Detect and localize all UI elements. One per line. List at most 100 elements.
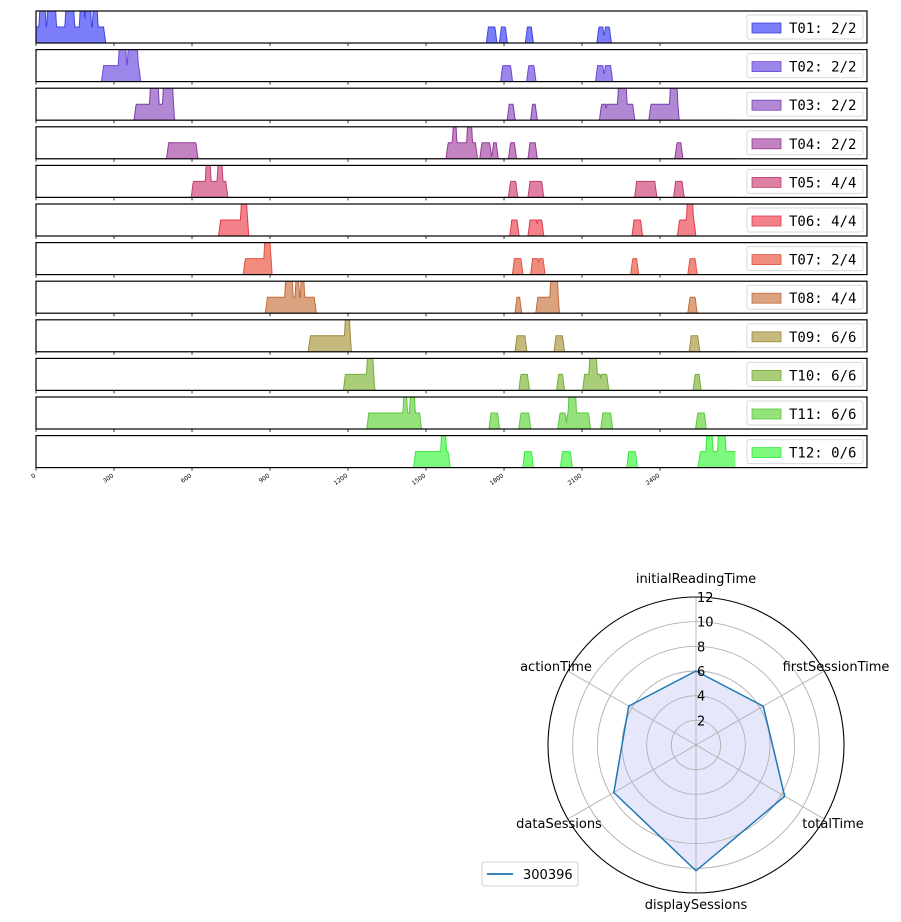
row-t07: T07: 2/4 xyxy=(35,242,868,278)
legend-label: T02: 2/2 xyxy=(789,60,856,76)
row-t01: T01: 2/2 xyxy=(35,10,868,46)
legend-swatch xyxy=(751,254,782,266)
r-tick-label: 6 xyxy=(697,665,705,680)
axes-frame xyxy=(35,10,868,44)
axis-label: displaySessions xyxy=(645,898,748,913)
line-t02 xyxy=(36,49,736,82)
legend-swatch xyxy=(751,215,782,227)
row-t06: T06: 4/4 xyxy=(35,203,868,239)
x-tick-label: 1200 xyxy=(333,472,350,487)
legend-label: T06: 4/4 xyxy=(789,214,856,230)
axis-label: dataSessions xyxy=(516,817,602,832)
legend-label: T03: 2/2 xyxy=(789,98,856,114)
grid-spoke xyxy=(695,670,825,746)
area-t02 xyxy=(101,49,613,82)
area-t04 xyxy=(36,126,736,159)
r-tick-label: 12 xyxy=(697,591,714,606)
line-t07 xyxy=(36,242,736,275)
legend-swatch xyxy=(751,369,782,381)
r-tick-label: 8 xyxy=(697,640,705,655)
row-t04: T04: 2/2 xyxy=(35,126,868,162)
area-t03 xyxy=(133,88,680,121)
area-t12 xyxy=(36,435,736,468)
row-t10: T10: 6/6 xyxy=(35,357,868,394)
row-t03: T03: 2/2 xyxy=(35,87,868,124)
axes-frame xyxy=(35,319,868,353)
line-t11 xyxy=(36,397,736,429)
radar-legend: 300396 xyxy=(481,861,579,887)
line-t10 xyxy=(36,358,736,391)
legend-swatch xyxy=(751,447,782,459)
legend-label: T12: 0/6 xyxy=(789,446,856,462)
x-tick-label: 2100 xyxy=(567,472,584,487)
area-t01 xyxy=(36,11,736,43)
area-t05 xyxy=(191,165,685,198)
radar-line xyxy=(612,670,786,872)
legend-swatch xyxy=(751,61,782,72)
legend-swatch xyxy=(751,138,782,150)
radar-fill xyxy=(613,671,785,871)
line-t05 xyxy=(36,165,736,198)
legend-box xyxy=(481,861,579,887)
row-t02: T02: 2/2 xyxy=(35,48,868,85)
axes-frame xyxy=(35,164,868,198)
axes-frame xyxy=(35,242,868,276)
legend-label: T11: 6/6 xyxy=(789,407,856,423)
r-tick-label: 2 xyxy=(697,714,705,729)
row-t12: T12: 0/6 xyxy=(35,435,868,471)
legend-label: 300396 xyxy=(523,868,573,883)
line-t09 xyxy=(36,319,736,352)
grid-spoke xyxy=(567,670,697,746)
line-t06 xyxy=(36,204,736,236)
grid-spoke xyxy=(695,744,825,820)
x-tick-label: 300 xyxy=(102,472,116,484)
area-t07 xyxy=(36,242,736,275)
area-t09 xyxy=(308,319,701,352)
legend-swatch xyxy=(751,176,782,188)
r-tick-label: 10 xyxy=(697,616,714,631)
legend-label: T05: 4/4 xyxy=(789,175,856,191)
axes-frame xyxy=(35,48,868,83)
legend-label: T07: 2/4 xyxy=(789,253,856,269)
row-t09: T09: 6/6 xyxy=(35,319,868,355)
axes-frame xyxy=(35,203,868,237)
line-t08 xyxy=(36,281,736,314)
axis-label: actionTime xyxy=(520,660,592,675)
x-tick-label: 2400 xyxy=(645,472,662,487)
axis-label: initialReadingTime xyxy=(636,572,756,587)
x-tick-label: 0 xyxy=(30,472,37,480)
axis-label: firstSessionTime xyxy=(783,660,890,675)
legend-swatch xyxy=(751,22,782,34)
grid-spoke xyxy=(567,744,697,820)
row-t08: T08: 4/4 xyxy=(35,280,868,317)
axes-frame xyxy=(35,87,868,121)
x-tick-label: 1500 xyxy=(411,472,428,487)
legend-swatch xyxy=(751,292,782,304)
legend-swatch xyxy=(751,99,782,111)
legend-label: T09: 6/6 xyxy=(789,330,856,346)
axes-frame xyxy=(35,396,868,430)
row-t11: T11: 6/6 xyxy=(35,396,868,432)
line-t04 xyxy=(36,126,736,159)
radar-frame xyxy=(547,596,845,894)
legend-label: T08: 4/4 xyxy=(789,291,856,307)
area-t11 xyxy=(36,397,736,429)
axes-frame xyxy=(35,357,868,391)
x-tick-label: 1800 xyxy=(489,472,506,487)
timeline-chart: T01: 2/2 T02: 2/2 T03: 2/2 T04: 2/2 T05: 4/4… xyxy=(30,10,868,487)
axes-frame xyxy=(35,280,868,314)
legend-label: T10: 6/6 xyxy=(789,368,856,384)
axes-frame xyxy=(35,435,868,469)
axes-frame xyxy=(35,126,868,160)
legend-label: T04: 2/2 xyxy=(789,137,856,153)
row-t05: T05: 4/4 xyxy=(35,164,868,201)
legend-swatch xyxy=(751,408,782,420)
line-t01 xyxy=(36,11,736,43)
r-tick-label: 4 xyxy=(697,690,705,705)
x-tick-label: 900 xyxy=(258,472,272,484)
area-t08 xyxy=(36,281,736,314)
area-t10 xyxy=(343,358,702,391)
radar-chart: 2 4 6 8 10 12 initialReadingTime firstSessionTi… xyxy=(481,572,890,913)
axis-label: totalTime xyxy=(802,817,864,832)
x-tick-label: 600 xyxy=(180,472,194,484)
